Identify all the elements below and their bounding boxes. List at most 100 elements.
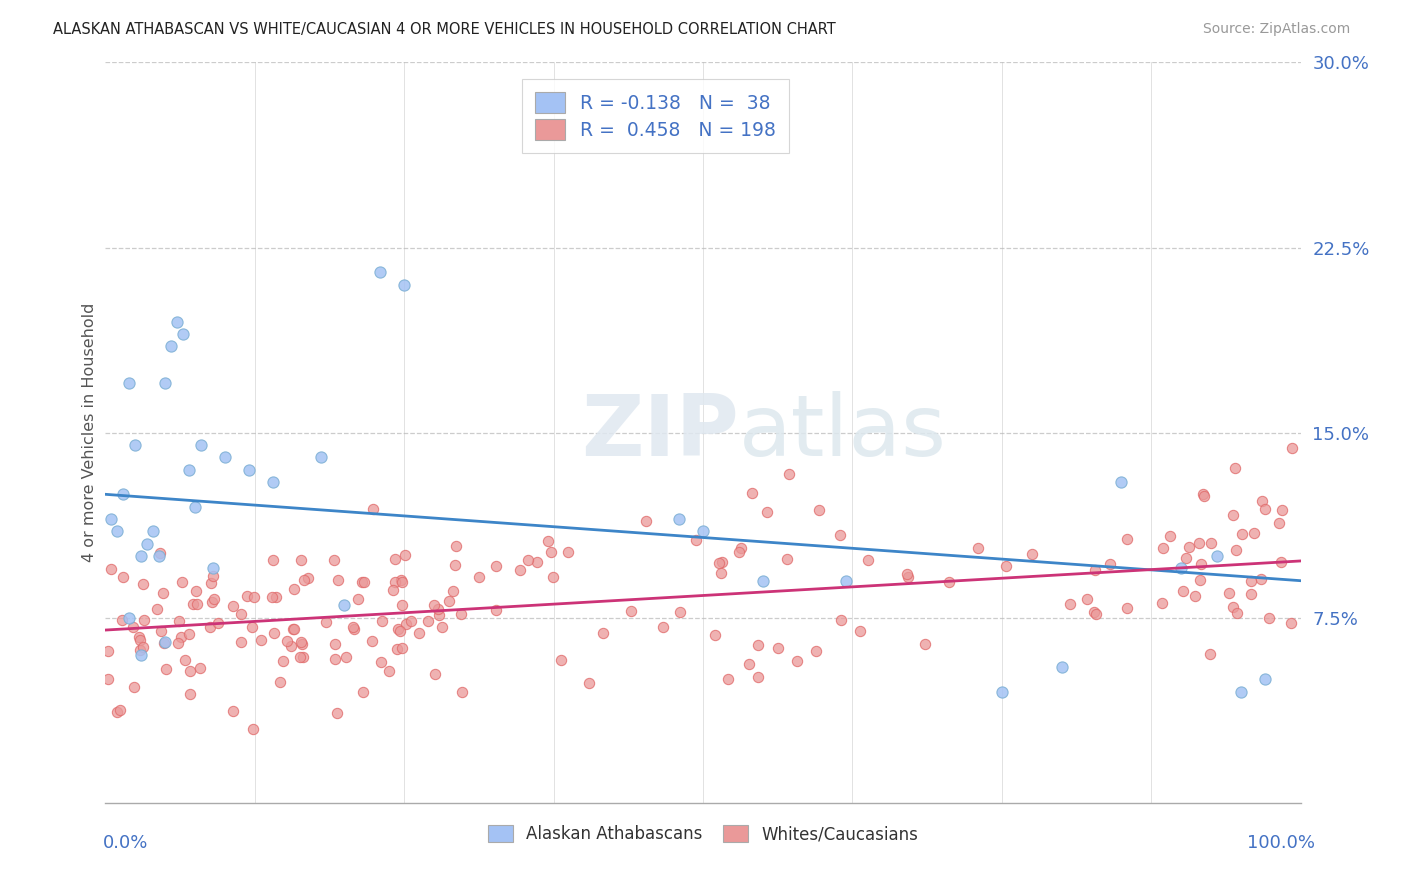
Point	[741, 486, 763, 500]
Point	[1084, 563, 1107, 577]
Point	[427, 602, 450, 616]
Point	[578, 676, 600, 690]
Point	[214, 450, 236, 465]
Point	[704, 628, 727, 642]
Point	[325, 637, 347, 651]
Point	[276, 633, 298, 648]
Point	[262, 591, 284, 605]
Point	[325, 706, 347, 720]
Point	[399, 614, 422, 628]
Point	[188, 661, 211, 675]
Point	[416, 614, 439, 628]
Point	[1253, 501, 1275, 516]
Point	[170, 630, 193, 644]
Point	[1188, 573, 1211, 587]
Point	[292, 650, 315, 665]
Point	[361, 502, 384, 516]
Point	[1270, 555, 1292, 569]
Point	[394, 548, 416, 562]
Point	[1199, 647, 1222, 661]
Point	[1199, 535, 1222, 549]
Point	[229, 607, 252, 621]
Point	[153, 376, 177, 391]
Point	[153, 635, 177, 649]
Point	[1257, 611, 1279, 625]
Point	[262, 552, 284, 566]
Point	[269, 674, 291, 689]
Point	[170, 574, 193, 589]
Text: Source: ZipAtlas.com: Source: ZipAtlas.com	[1202, 22, 1350, 37]
Point	[201, 594, 224, 608]
Point	[1206, 549, 1229, 563]
Point	[422, 598, 444, 612]
Point	[129, 549, 153, 563]
Point	[897, 570, 920, 584]
Point	[177, 462, 201, 476]
Point	[172, 326, 194, 341]
Point	[1225, 543, 1247, 558]
Point	[122, 620, 145, 634]
Point	[1254, 673, 1277, 687]
Point	[128, 630, 150, 644]
Point	[1189, 557, 1212, 571]
Point	[485, 558, 508, 573]
Point	[122, 680, 145, 694]
Point	[131, 577, 153, 591]
Point	[786, 654, 808, 668]
Point	[537, 533, 560, 548]
Point	[297, 571, 319, 585]
Point	[204, 591, 226, 606]
Point	[990, 685, 1012, 699]
Point	[271, 654, 294, 668]
Point	[333, 599, 356, 613]
Point	[262, 475, 284, 489]
Point	[266, 590, 288, 604]
Point	[468, 569, 491, 583]
Point	[685, 533, 707, 547]
Point	[1083, 605, 1105, 619]
Point	[124, 438, 146, 452]
Point	[485, 602, 508, 616]
Point	[830, 613, 852, 627]
Point	[242, 722, 264, 736]
Point	[1267, 516, 1289, 531]
Point	[966, 541, 988, 555]
Point	[1076, 592, 1098, 607]
Point	[352, 685, 374, 699]
Point	[100, 562, 122, 576]
Point	[1243, 525, 1265, 540]
Point	[1240, 574, 1263, 588]
Legend: Alaskan Athabascans, Whites/Caucasians: Alaskan Athabascans, Whites/Caucasians	[481, 819, 925, 850]
Point	[149, 624, 172, 638]
Point	[309, 450, 332, 465]
Point	[1192, 489, 1215, 503]
Point	[896, 567, 918, 582]
Point	[221, 704, 243, 718]
Point	[938, 574, 960, 589]
Point	[550, 653, 572, 667]
Point	[97, 644, 120, 658]
Point	[290, 635, 312, 649]
Point	[710, 566, 733, 581]
Point	[620, 604, 643, 618]
Point	[148, 549, 170, 563]
Point	[450, 607, 472, 622]
Point	[835, 574, 858, 588]
Point	[107, 524, 129, 539]
Point	[1159, 529, 1181, 543]
Point	[352, 575, 374, 590]
Point	[384, 551, 406, 566]
Point	[229, 635, 252, 649]
Point	[129, 632, 152, 647]
Point	[283, 582, 305, 596]
Point	[200, 620, 222, 634]
Point	[1111, 475, 1133, 489]
Point	[1222, 600, 1244, 615]
Point	[174, 653, 197, 667]
Point	[1240, 587, 1263, 601]
Point	[1171, 584, 1194, 599]
Point	[132, 640, 155, 654]
Point	[184, 500, 207, 514]
Point	[728, 545, 751, 559]
Point	[1174, 550, 1197, 565]
